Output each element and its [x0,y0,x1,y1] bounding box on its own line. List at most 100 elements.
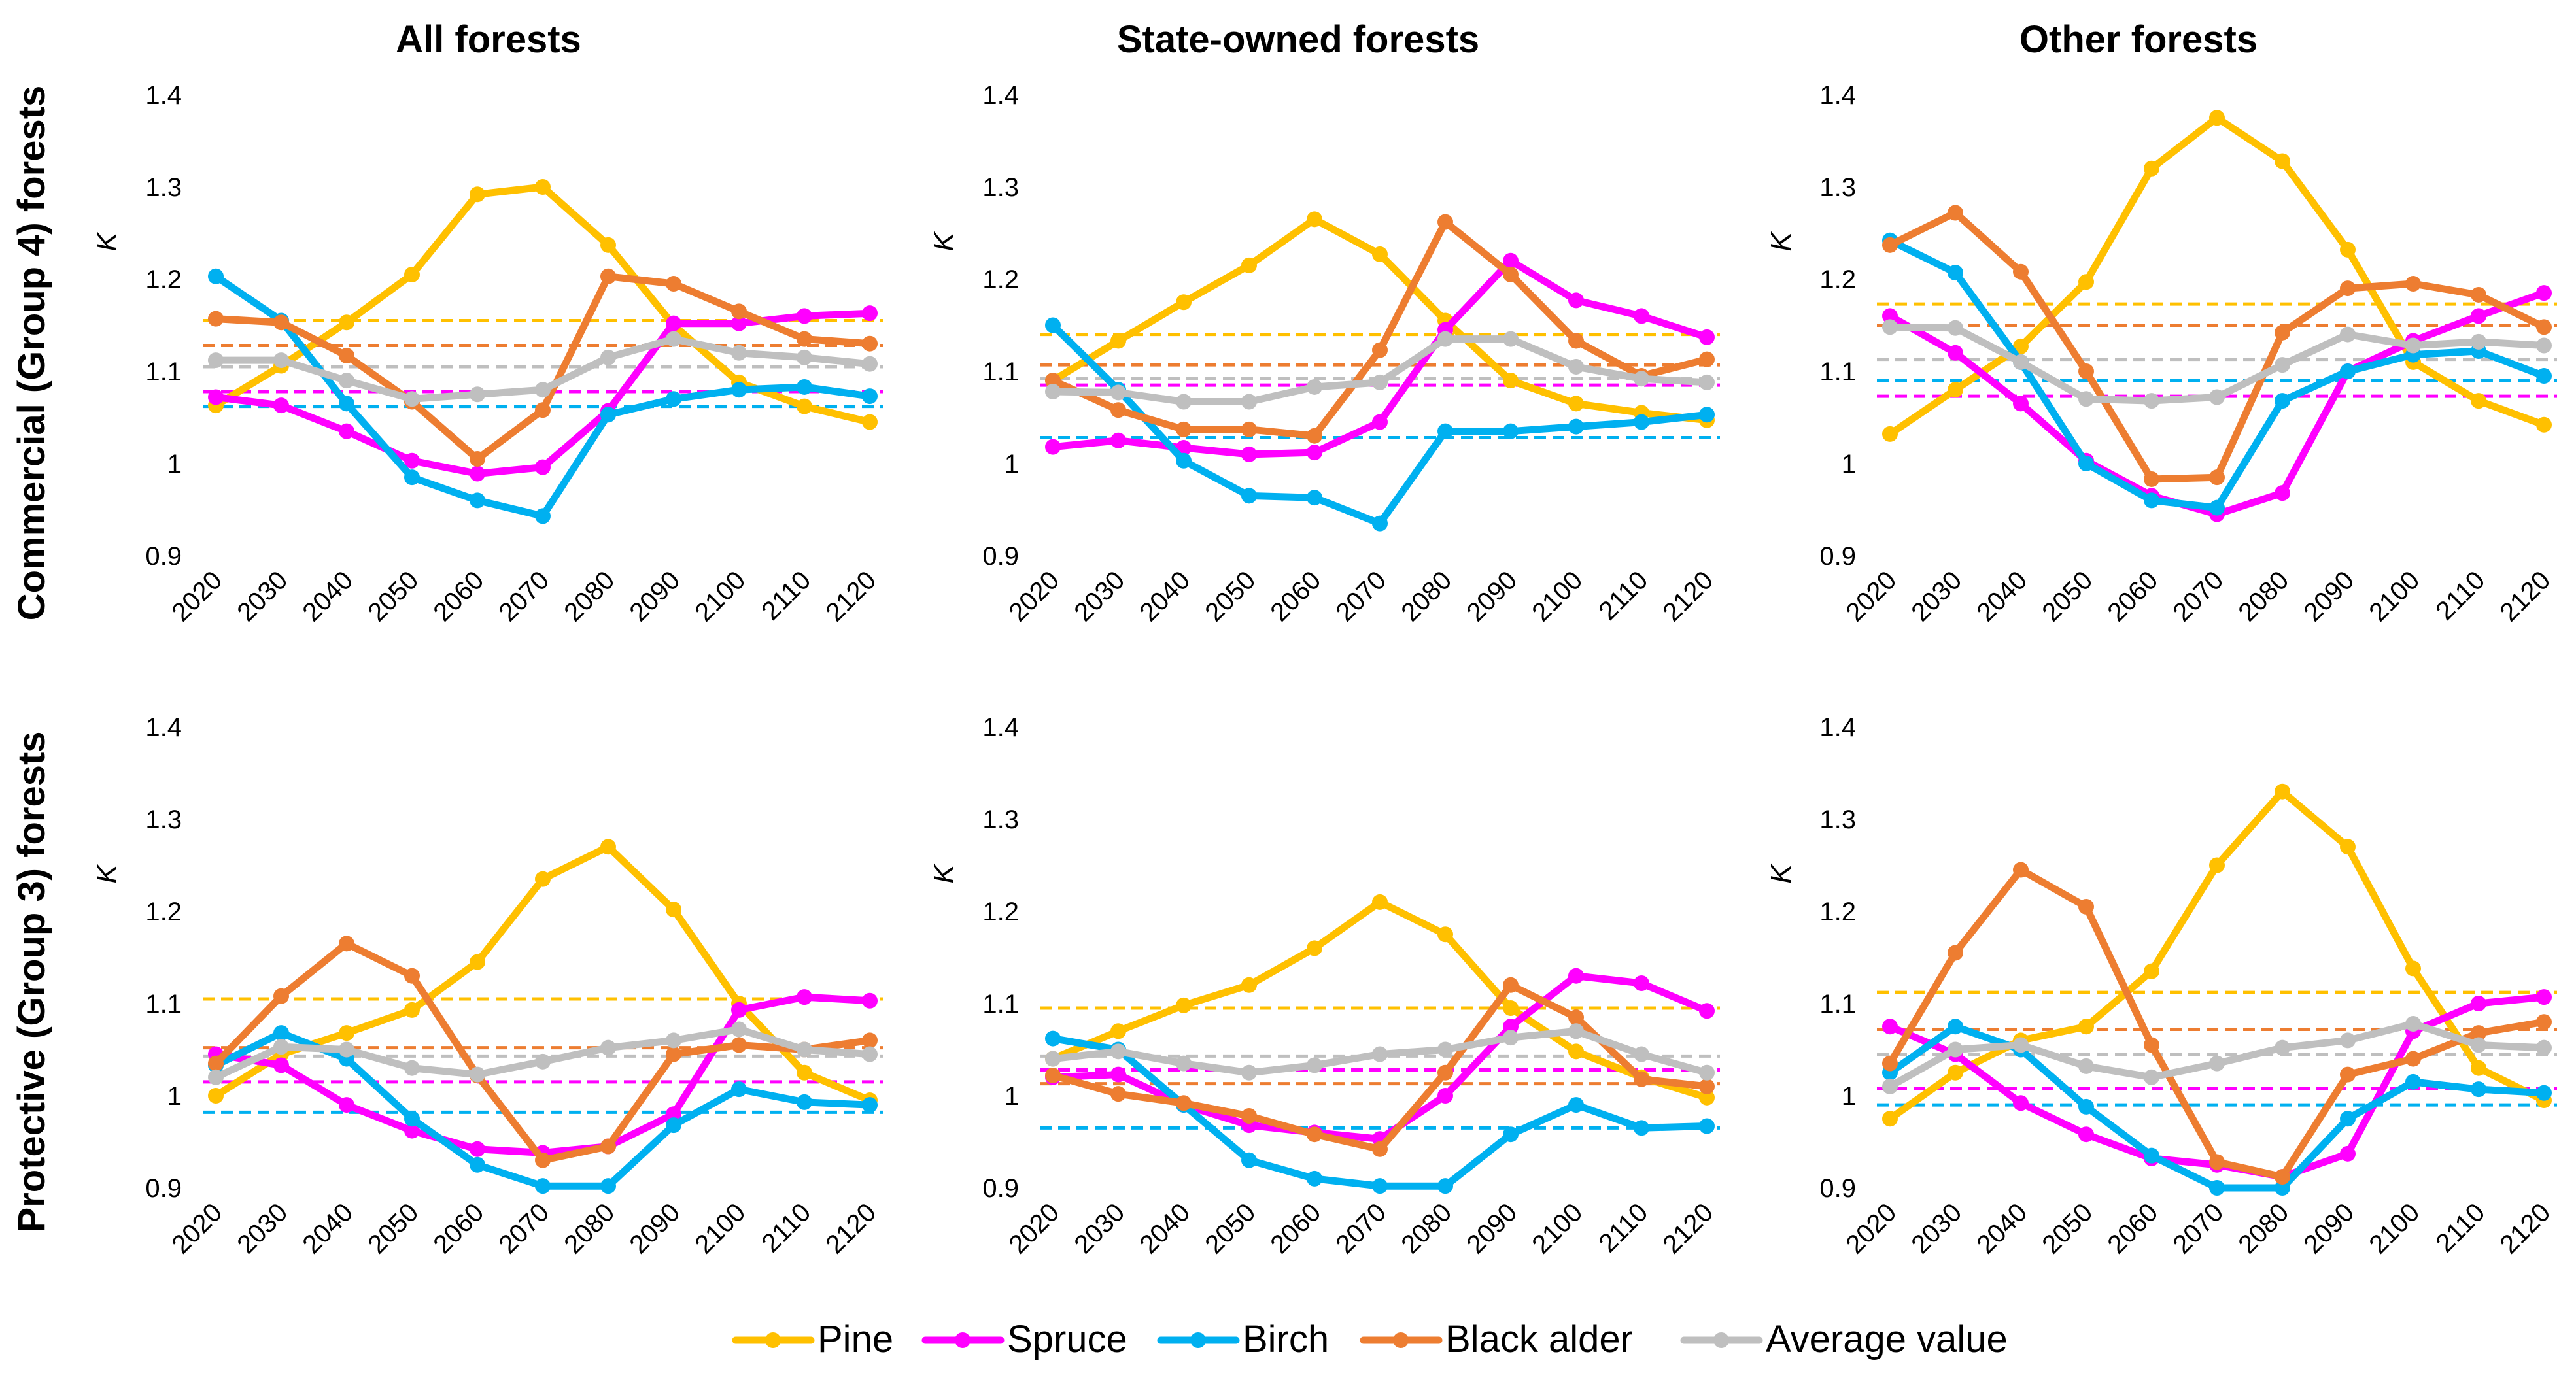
point-birch [2209,499,2225,516]
point-pine [1372,894,1388,910]
y-tick-label: 1 [1005,450,1019,479]
point-black-alder [1110,1086,1126,1102]
x-tick-label: 2060 [2102,1198,2163,1259]
y-tick-label: 1.4 [982,713,1019,742]
legend-item-spruce: Spruce [921,1318,1127,1360]
y-tick-label: 1.1 [145,990,182,1019]
x-tick-label: 2120 [1657,1198,1719,1259]
series-line-pine [1886,114,2548,438]
point-pine [535,871,551,887]
point-birch [600,407,616,423]
point-pine [2275,153,2290,169]
point-pine [2209,857,2225,873]
legend-label-average-value: Average value [1766,1318,2008,1360]
y-tick-label: 1.4 [145,81,182,110]
y-tick-label: 1.1 [982,358,1019,386]
y-tick-label: 1.4 [1819,713,1856,742]
point-birch [1241,1152,1257,1168]
point-pine [1503,1000,1519,1017]
series-line-black-alder [212,939,874,1164]
point-average-value [1372,1046,1388,1062]
legend-item-pine: Pine [732,1318,893,1360]
point-pine [600,839,616,855]
point-black-alder [1045,373,1061,389]
point-black-alder [1568,333,1584,349]
point-spruce [470,465,485,482]
x-tick-label: 2030 [1069,1198,1130,1259]
y-axis-label: K [928,231,960,252]
point-pine [2144,963,2159,979]
point-average-value [535,1053,551,1070]
point-black-alder [2209,1154,2225,1170]
point-black-alder [1699,351,1715,367]
point-pine [1882,426,1898,442]
point-pine [1241,257,1257,273]
point-pine [666,902,681,918]
x-tick-label: 2070 [2167,565,2229,627]
y-axis-label: K [1765,231,1797,252]
point-spruce [797,989,812,1005]
point-birch [600,1178,616,1194]
x-tick-label: 2060 [1265,565,1326,627]
x-tick-label: 2080 [1396,1198,1457,1259]
point-black-alder [600,1138,616,1155]
point-pine [1176,997,1192,1013]
x-tick-label: 2110 [1593,1198,1653,1258]
point-spruce [1699,329,1715,345]
x-tick-label: 2070 [2167,1198,2229,1259]
x-tick-label: 2090 [1461,1198,1522,1259]
x-tick-label: 2050 [1199,1198,1261,1259]
point-pine [404,266,420,282]
point-spruce [1241,446,1257,462]
point-birch [666,391,681,407]
point-spruce [1045,439,1061,455]
x-tick-label: 2080 [1396,565,1457,627]
y-tick-label: 0.9 [1819,1174,1856,1203]
point-birch [1372,1178,1388,1194]
x-tick-label: 2050 [2036,1198,2098,1259]
point-average-value [2013,354,2029,370]
point-spruce [862,992,878,1009]
point-black-alder [731,303,747,320]
point-black-alder [2144,1037,2159,1053]
legend-marker-black-alder [1393,1332,1409,1348]
point-spruce [1568,292,1584,309]
point-spruce [1882,308,1898,324]
point-spruce [2471,308,2486,324]
point-average-value [1634,1046,1649,1062]
point-spruce [666,315,681,331]
y-axis-label: K [928,864,960,884]
point-spruce [2078,1126,2094,1143]
point-birch [1045,317,1061,333]
point-birch [1699,407,1715,423]
point-average-value [731,1021,747,1038]
point-pine [2013,338,2029,354]
point-birch [208,268,224,284]
legend-label-spruce: Spruce [1007,1318,1127,1360]
point-pine [1307,940,1322,956]
point-spruce [731,1002,747,1018]
point-pine [2209,110,2225,126]
point-pine [1568,1043,1584,1060]
point-spruce [1307,445,1322,461]
point-black-alder [404,968,420,984]
point-average-value [1634,371,1649,387]
point-black-alder [2340,280,2356,297]
point-pine [862,414,878,430]
point-black-alder [1699,1078,1715,1094]
x-tick-label: 2040 [1134,565,1195,627]
point-average-value [273,1039,289,1055]
point-spruce [273,1057,289,1073]
row-label-commercial: Commercial (Group 4) forests [10,86,53,621]
point-black-alder [1503,977,1519,993]
x-tick-label: 2120 [1657,565,1719,627]
x-tick-label: 2080 [558,565,620,627]
panel-0-1: 0.9 1 1.1 1.2 1.3 1.4 K 2020 2030 2040 2050 2060 207… [928,81,1720,627]
point-pine [1882,1111,1898,1127]
point-black-alder [208,311,224,327]
x-tick-label: 2090 [624,565,685,627]
point-spruce [470,1141,485,1157]
point-average-value [2405,337,2421,354]
point-black-alder [1307,1126,1322,1143]
